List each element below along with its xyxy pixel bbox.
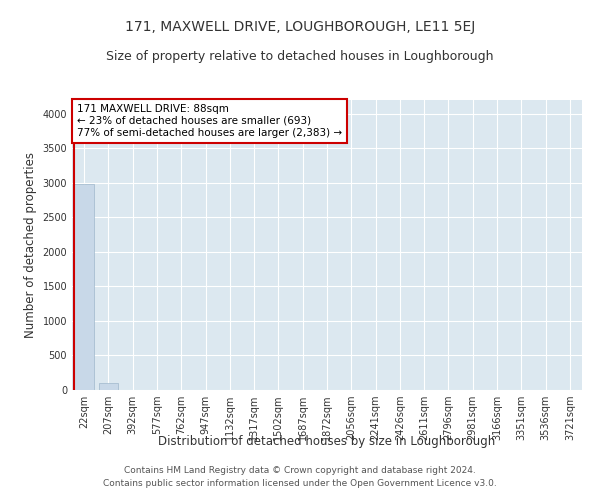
Text: Size of property relative to detached houses in Loughborough: Size of property relative to detached ho… [106, 50, 494, 63]
Text: 171 MAXWELL DRIVE: 88sqm
← 23% of detached houses are smaller (693)
77% of semi-: 171 MAXWELL DRIVE: 88sqm ← 23% of detach… [77, 104, 342, 138]
Text: Distribution of detached houses by size in Loughborough: Distribution of detached houses by size … [158, 435, 496, 448]
Bar [99, 383, 118, 390]
Text: 171, MAXWELL DRIVE, LOUGHBOROUGH, LE11 5EJ: 171, MAXWELL DRIVE, LOUGHBOROUGH, LE11 5… [125, 20, 475, 34]
Bar [74, 184, 94, 390]
Text: Contains HM Land Registry data © Crown copyright and database right 2024.
Contai: Contains HM Land Registry data © Crown c… [103, 466, 497, 487]
Y-axis label: Number of detached properties: Number of detached properties [24, 152, 37, 338]
